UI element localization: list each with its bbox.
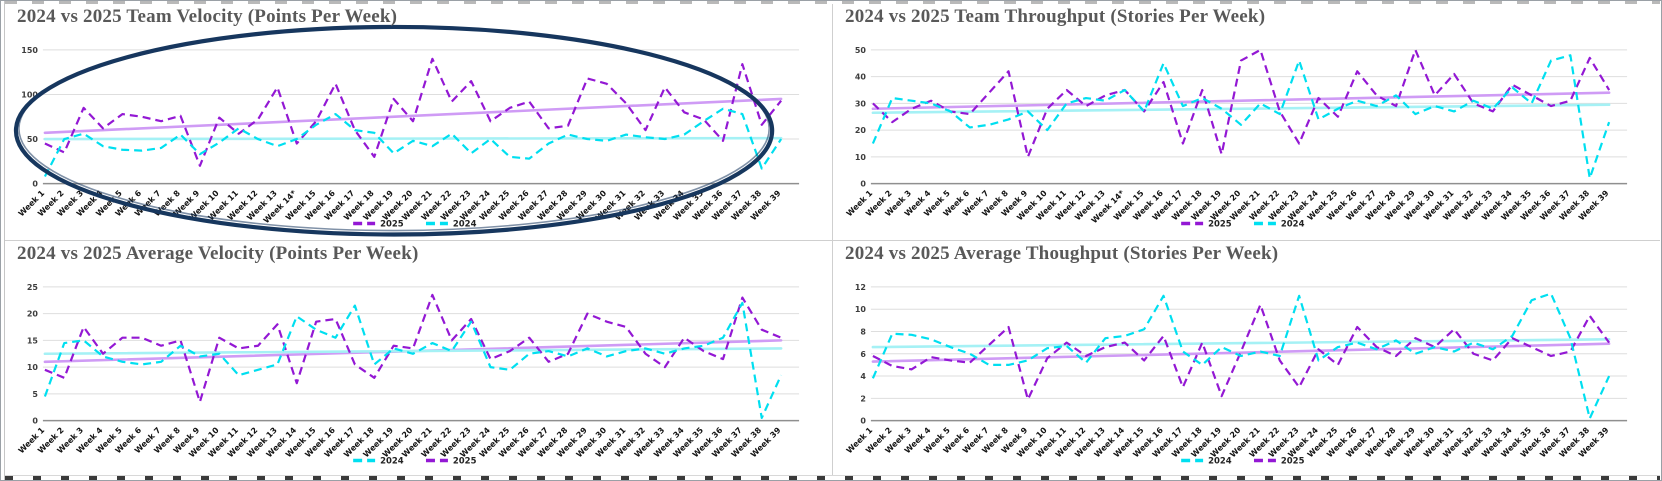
trendline-2024: [43, 346, 783, 355]
chart-title-average-throughput: 2024 vs 2025 Average Thoughput (Stories …: [845, 242, 1279, 264]
legend-label-2024: 2024: [380, 455, 404, 465]
y-tick-label: 10: [855, 153, 867, 162]
legend-label-2025: 2025: [1281, 455, 1305, 465]
y-tick-label: 10: [855, 305, 867, 314]
trendline-2024: [871, 337, 1611, 348]
series-line-2024: [43, 301, 783, 419]
series-line-2025: [44, 293, 782, 403]
y-tick-label: 10: [27, 363, 39, 372]
y-tick-label: 20: [27, 309, 39, 318]
series-line-2024: [871, 291, 1611, 419]
y-tick-label: 8: [860, 327, 866, 336]
legend-label-2025: 2025: [380, 219, 404, 229]
y-tick-label: 30: [855, 99, 867, 108]
y-tick-label: 50: [855, 46, 867, 55]
y-tick-label: 12: [855, 282, 866, 291]
y-tick-label: 4: [860, 372, 866, 381]
clipped-labels-below: [5, 475, 1660, 480]
panel-average-velocity: 2024 vs 2025 Average Velocity (Points Pe…: [5, 240, 832, 477]
legend-label-2024: 2024: [453, 219, 477, 229]
window-left-edge: [4, 1, 5, 480]
legend-label-2025: 2025: [1208, 219, 1232, 229]
y-tick-label: 0: [32, 180, 38, 189]
y-tick-label: 50: [27, 135, 39, 144]
legend-label-2024: 2024: [1281, 219, 1305, 229]
clipped-cells-above: [5, 1, 1660, 4]
ellipse-annotation-texture: [18, 26, 770, 232]
legend-label-2024: 2024: [1208, 455, 1232, 465]
trendline-2025: [871, 91, 1611, 111]
panel-team-throughput: 2024 vs 2025 Team Throughput (Stories Pe…: [833, 4, 1660, 240]
y-tick-label: 6: [860, 349, 866, 358]
trendline-2025: [43, 97, 783, 135]
y-tick-label: 2: [860, 394, 866, 403]
y-tick-label: 100: [21, 90, 38, 99]
chart-grid: 2024 vs 2025 Team Velocity (Points Per W…: [5, 4, 1660, 476]
series-line-2025: [872, 48, 1611, 158]
chart-title-team-velocity: 2024 vs 2025 Team Velocity (Points Per W…: [17, 6, 398, 27]
series-line-2024: [871, 54, 1611, 180]
trendline-2024: [43, 136, 783, 141]
y-tick-label: 5: [32, 389, 38, 398]
y-tick-label: 0: [860, 180, 866, 189]
series-line-2025: [872, 303, 1611, 401]
chart-title-team-throughput: 2024 vs 2025 Team Throughput (Stories Pe…: [845, 6, 1266, 27]
chart-title-average-velocity: 2024 vs 2025 Average Velocity (Points Pe…: [17, 242, 419, 264]
y-tick-label: 40: [855, 73, 867, 82]
y-tick-label: 0: [32, 416, 38, 425]
y-tick-label: 15: [27, 336, 38, 345]
panel-team-velocity: 2024 vs 2025 Team Velocity (Points Per W…: [5, 4, 832, 240]
trendline-2025: [871, 341, 1611, 363]
ellipse-annotation[interactable]: [13, 24, 775, 237]
legend-label-2025: 2025: [453, 455, 477, 465]
y-tick-label: 20: [855, 126, 867, 135]
y-tick-label: 150: [21, 46, 38, 55]
series-line-2024: [43, 107, 783, 177]
y-tick-label: 25: [27, 282, 38, 291]
series-line-2025: [44, 57, 782, 167]
panel-average-throughput: 2024 vs 2025 Average Thoughput (Stories …: [833, 240, 1660, 477]
y-tick-label: 0: [860, 416, 866, 425]
